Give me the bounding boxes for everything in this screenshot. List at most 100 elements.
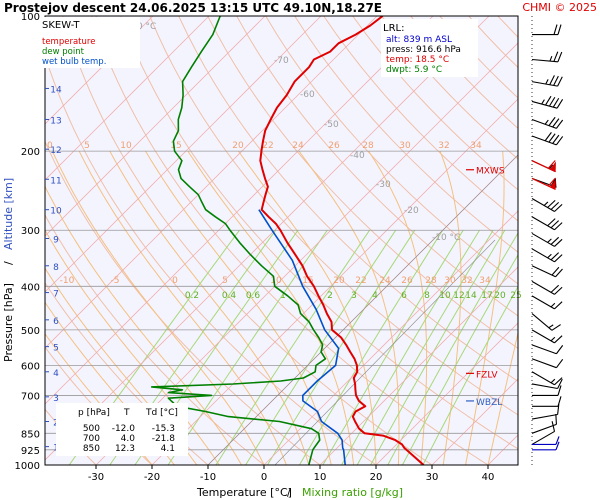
- isotherm: [151, 98, 518, 465]
- mixing-ratio-line: [245, 229, 397, 465]
- theta-e-label: 34: [470, 141, 482, 151]
- marker-label-mxws: MXWS: [476, 167, 505, 177]
- barb-flag: [551, 266, 560, 276]
- barb-flag: [550, 252, 560, 261]
- chart-title: Prostejov descent 24.06.2025 13:15 UTC 4…: [4, 1, 382, 15]
- barb-staff: [531, 383, 558, 390]
- theta-e-label: 26: [401, 276, 413, 286]
- pressure-tick-label: 600: [21, 361, 40, 372]
- barb-flag: [554, 335, 563, 344]
- barb-half-flag: [548, 324, 554, 329]
- table-cell: 700: [83, 434, 100, 444]
- wind-barb: [531, 51, 563, 63]
- mixing-ratio-label: 10: [439, 291, 451, 301]
- barb-flag: [554, 222, 563, 231]
- wind-barb: [531, 265, 563, 278]
- plot-area: [45, 16, 518, 465]
- mixing-ratio-label: 6: [401, 291, 407, 301]
- table-cell: -12.0: [112, 424, 136, 434]
- theta-e-label: 10: [120, 141, 132, 151]
- wind-barb: [532, 24, 562, 36]
- x-axis-title-separator: /: [287, 486, 291, 499]
- mixing-ratio-label: 20: [494, 291, 506, 301]
- wind-barb: [531, 216, 563, 231]
- barb-half-flag: [547, 253, 552, 259]
- isotherm: [45, 16, 490, 461]
- isotherm: [45, 16, 434, 405]
- lrl-pressure: press: 916.6 hPa: [386, 45, 461, 55]
- isotherm: [45, 16, 378, 349]
- wind-barb: [531, 248, 563, 263]
- barb-half-flag: [544, 119, 549, 125]
- lrl-title: LRL:: [383, 23, 404, 34]
- barb-flag: [548, 96, 556, 107]
- barb-flag: [557, 76, 563, 87]
- wind-barb: [531, 295, 563, 310]
- lrl-box: LRL: alt: 839 m ASL press: 916.6 hPa tem…: [381, 19, 478, 77]
- barb-half-flag: [545, 79, 549, 85]
- wind-barb: [532, 396, 562, 407]
- mixing-ratio-line: [322, 229, 464, 465]
- barb-half-flag: [549, 56, 553, 62]
- wind-barb-max: [531, 160, 556, 173]
- wind-barbs: [531, 16, 564, 465]
- barb-half-flag: [550, 336, 556, 342]
- wind-barb: [531, 95, 564, 109]
- barb-half-flag: [541, 99, 545, 105]
- lrl-temperature: temp: 18.5 °C: [386, 55, 449, 65]
- x-tick-label: 10: [314, 472, 327, 483]
- legend-temperature: temperature: [42, 37, 95, 47]
- barb-staff: [531, 248, 555, 263]
- mixing-ratio-label: 4: [372, 291, 378, 301]
- isotherm: [375, 322, 518, 465]
- legend-title: SKEW-T: [42, 20, 80, 31]
- legend-dew-point: dew point: [42, 47, 85, 57]
- barb-flag: [545, 95, 552, 106]
- altitude-tick-label: 14: [50, 85, 62, 95]
- dry-adiabat: [236, 16, 518, 317]
- dry-adiabat: [556, 16, 600, 465]
- barb-flag: [547, 199, 556, 208]
- barb-flag: [551, 421, 556, 432]
- barb-staff: [531, 135, 557, 146]
- theta-e-label: 10: [270, 276, 282, 286]
- wind-barb-low: [532, 441, 560, 451]
- barb-half-flag: [550, 302, 556, 308]
- y-axis-title-altitude: Altitude [km]: [2, 178, 15, 250]
- isotherm-label: -30: [376, 180, 391, 190]
- plot-frame: [44, 15, 519, 466]
- theta-e-label: 22: [262, 141, 273, 151]
- barb-staff: [531, 344, 557, 355]
- level-markers: MXWS FZLV WBZL: [466, 167, 505, 408]
- pressure-tick-label: 925: [21, 446, 40, 457]
- barb-flag: [553, 75, 559, 86]
- lrl-altitude: alt: 839 m ASL: [386, 35, 452, 45]
- isotherm-label: -80 °C: [128, 22, 156, 32]
- barb-flag: [550, 201, 560, 210]
- barb-flag: [555, 136, 564, 146]
- profile-temperature: [259, 16, 425, 465]
- barb-flag: [547, 160, 556, 169]
- barb-flag: [552, 134, 560, 144]
- table-header-p: p [hPa]: [78, 408, 110, 418]
- isotherm: [431, 378, 518, 465]
- wind-barb: [531, 404, 560, 420]
- barb-flag: [552, 97, 560, 108]
- barb-staff: [531, 280, 555, 295]
- theta-e-label: 15: [302, 276, 313, 286]
- theta-e-label: -10: [60, 276, 75, 286]
- theta-e-label: 24: [379, 276, 391, 286]
- isotherm: [45, 16, 154, 125]
- dry-adiabat: [323, 16, 518, 222]
- barb-staff: [531, 423, 557, 434]
- barb-staff: [531, 295, 555, 310]
- marker-label-wbzl: WBZL: [476, 398, 502, 408]
- barb-staff: [531, 81, 558, 87]
- dry-adiabat: [294, 16, 518, 253]
- barb-staff: [531, 358, 557, 369]
- x-axis-title: Temperature [°C]: [196, 486, 292, 499]
- lrl-dewpoint: dwpt: 5.9 °C: [386, 65, 442, 75]
- isotherm: [45, 16, 266, 237]
- x-tick-label: 20: [370, 472, 383, 483]
- x-tick-label: -30: [88, 472, 104, 483]
